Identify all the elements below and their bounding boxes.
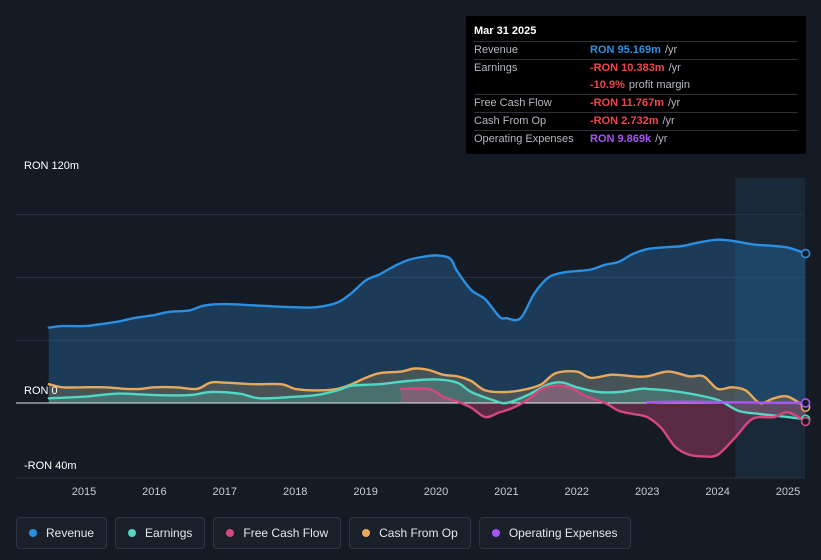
tooltip-value: -RON 11.767m [590, 97, 664, 109]
tooltip-label: Free Cash Flow [474, 97, 552, 109]
tooltip-label: Cash From Op [474, 115, 547, 127]
y-axis-bottom-label: -RON 40m [24, 460, 77, 472]
tooltip-date: Mar 31 2025 [474, 25, 537, 37]
cash-from-op-line [47, 367, 807, 409]
x-tick-label: 2017 [213, 486, 237, 498]
tooltip-row-operating-expenses: Operating Expenses RON 9.869k /yr [474, 130, 798, 148]
tooltip-row-cash-from-op: Cash From Op -RON 2.732m /yr [474, 112, 798, 130]
series-end-markers [800, 248, 811, 427]
x-tick-label: 2016 [142, 486, 166, 498]
x-tick-label: 2021 [494, 486, 518, 498]
tooltip-value: RON 95.169m [590, 44, 661, 56]
tooltip-unit: /yr [662, 115, 675, 127]
legend-dot-icon [128, 529, 137, 537]
tooltip-value: -RON 2.732m [590, 115, 659, 127]
x-tick-label: 2015 [72, 486, 96, 498]
x-axis-ticks: 2015 2016 2017 2018 2019 2020 2021 2022 2023 2024… [72, 486, 800, 498]
legend-dot-icon [226, 529, 235, 537]
legend-label: Earnings [145, 526, 193, 540]
tooltip-row-free-cash-flow: Free Cash Flow -RON 11.767m /yr [474, 94, 798, 112]
operating-expenses-line [646, 400, 807, 405]
legend-dot-icon [29, 529, 37, 537]
free-cash-flow-line [399, 384, 807, 458]
tooltip-value: RON 9.869k [590, 133, 652, 145]
series-areas [48, 239, 806, 457]
chart-legend: Revenue Earnings Free Cash Flow Cash Fro… [16, 517, 631, 549]
tooltip-unit: profit margin [628, 79, 690, 91]
legend-label: Operating Expenses [508, 526, 618, 540]
legend-dot-icon [491, 529, 500, 537]
tooltip-label: Operating Expenses [474, 133, 574, 145]
tooltip-label: Revenue [474, 44, 519, 56]
earnings-line [47, 378, 807, 421]
legend-label: Revenue [46, 526, 95, 540]
x-tick-label: 2020 [424, 486, 448, 498]
forecast-shaded-region [735, 178, 805, 478]
y-axis-top-label: RON 120m [24, 160, 80, 172]
operating-expenses-end-dot [800, 398, 811, 408]
tooltip-unit: /yr [655, 133, 668, 145]
x-tick-label: 2018 [283, 486, 307, 498]
tooltip-label [474, 77, 590, 94]
x-tick-label: 2022 [565, 486, 589, 498]
data-tooltip: Mar 31 2025 Revenue RON 95.169m /yr Earn… [466, 16, 806, 154]
tooltip-unit: /yr [668, 62, 681, 74]
legend-dot-icon [362, 529, 371, 537]
series-lines [47, 238, 807, 458]
revenue-line [47, 238, 807, 329]
tooltip-unit: /yr [667, 97, 681, 109]
legend-item-earnings[interactable]: Earnings [115, 517, 206, 549]
revenue-end-dot [800, 248, 811, 259]
legend-item-operating-expenses[interactable]: Operating Expenses [478, 517, 631, 549]
legend-item-free-cash-flow[interactable]: Free Cash Flow [213, 517, 342, 549]
free-cash-flow-end-dot [800, 416, 811, 427]
revenue-area [48, 239, 806, 403]
legend-label: Free Cash Flow [243, 526, 329, 540]
earnings-area [48, 379, 806, 420]
legend-item-cash-from-op[interactable]: Cash From Op [349, 517, 471, 549]
tooltip-row-earnings: Earnings -RON 10.383m /yr [474, 59, 798, 77]
tooltip-row-revenue: Revenue RON 95.169m /yr [474, 41, 798, 59]
tooltip-value: -RON 10.383m [590, 62, 665, 74]
y-axis-zero-label: RON 0 [24, 385, 58, 397]
tooltip-row-profit-margin: -10.9% profit margin [474, 77, 798, 94]
x-tick-label: 2025 [776, 486, 800, 498]
tooltip-label: Earnings [474, 62, 518, 74]
x-tick-label: 2023 [635, 486, 659, 498]
legend-label: Cash From Op [379, 526, 458, 540]
legend-item-revenue[interactable]: Revenue [16, 517, 108, 549]
x-tick-label: 2024 [705, 486, 729, 498]
tooltip-value: -10.9% [590, 79, 625, 91]
tooltip-unit: /yr [664, 44, 678, 56]
x-tick-label: 2019 [353, 486, 377, 498]
grid-lines [16, 214, 805, 479]
